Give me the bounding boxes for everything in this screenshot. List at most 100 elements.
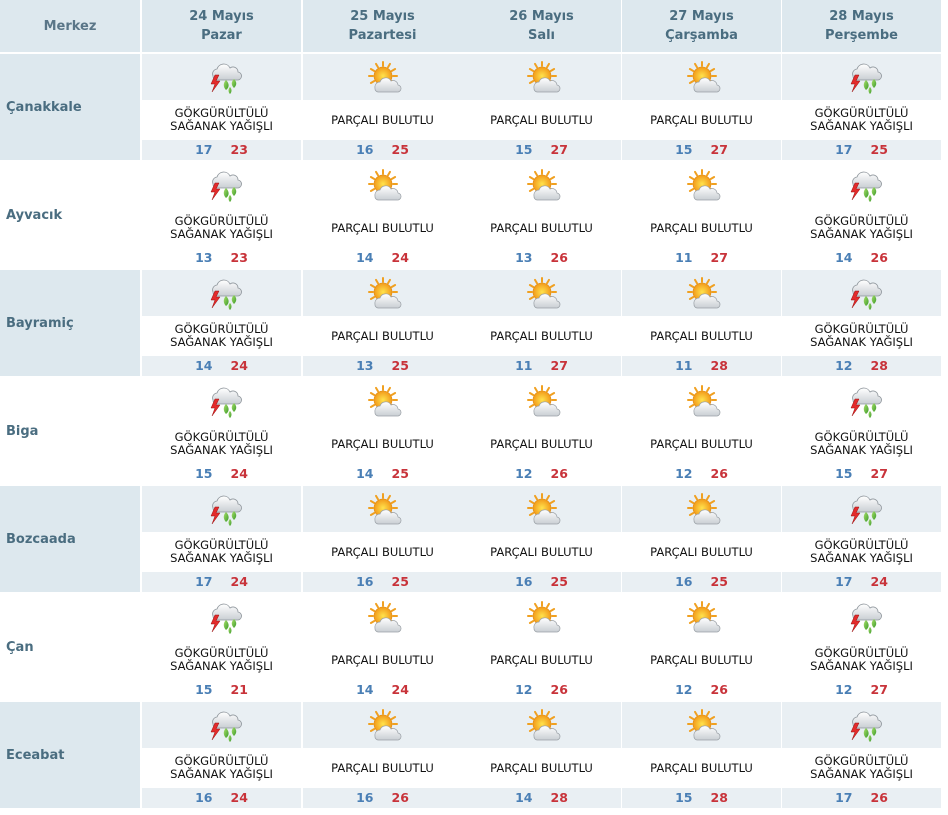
temperature-range: 12 26 <box>462 462 621 484</box>
condition-line: PARÇALI BULUTLU <box>331 652 434 667</box>
temperature-range: 16 25 <box>622 570 781 592</box>
temperature-range: 15 27 <box>782 462 941 484</box>
max-temp: 26 <box>391 789 409 805</box>
thunder-rain-icon <box>844 168 884 204</box>
thunder-rain-icon <box>844 60 884 96</box>
day-weekday: Pazar <box>201 28 242 43</box>
condition-line: GÖKGÜRÜLTÜLÜ <box>814 430 909 444</box>
condition-line: GÖKGÜRÜLTÜLÜ <box>814 538 909 552</box>
max-temp: 23 <box>230 141 248 157</box>
day-weekday: Salı <box>527 28 556 43</box>
temperature-range: 17 23 <box>142 138 301 160</box>
condition-text: PARÇALI BULUTLU <box>462 424 621 464</box>
min-temp: 15 <box>195 681 213 697</box>
condition-text: PARÇALI BULUTLU <box>622 640 781 680</box>
forecast-cell: PARÇALI BULUTLU 12 26 <box>622 378 781 484</box>
min-temp: 15 <box>675 141 693 157</box>
condition-text: GÖKGÜRÜLTÜLÜ SAĞANAK YAĞIŞLI <box>782 100 941 140</box>
city-cell[interactable]: Çanakkale <box>0 54 140 160</box>
max-temp: 25 <box>391 573 409 589</box>
condition-text: GÖKGÜRÜLTÜLÜ SAĞANAK YAĞIŞLI <box>142 316 301 356</box>
condition-text: PARÇALI BULUTLU <box>303 316 462 356</box>
day-header: 28 Mayıs Perşembe <box>782 0 941 52</box>
forecast-cell: PARÇALI BULUTLU 13 26 <box>462 162 621 268</box>
temperature-range: 16 25 <box>303 138 462 160</box>
temperature-range: 17 24 <box>782 570 941 592</box>
max-temp: 21 <box>230 681 248 697</box>
thunder-rain-icon <box>204 492 244 528</box>
condition-line: PARÇALI BULUTLU <box>490 760 593 775</box>
condition-line: SAĞANAK YAĞIŞLI <box>810 119 913 133</box>
forecast-cell: PARÇALI BULUTLU 16 25 <box>462 486 621 592</box>
temperature-range: 14 28 <box>462 786 621 808</box>
temperature-range: 17 26 <box>782 786 941 808</box>
min-temp: 14 <box>835 249 853 265</box>
forecast-cell: GÖKGÜRÜLTÜLÜ SAĞANAK YAĞIŞLI 15 21 <box>142 594 301 700</box>
day-header: 27 Mayıs Çarşamba <box>622 0 781 52</box>
city-cell[interactable]: Ayvacık <box>0 162 140 268</box>
forecast-cell: PARÇALI BULUTLU 12 26 <box>462 378 621 484</box>
city-cell[interactable]: Çan <box>0 594 140 700</box>
city-name: Biga <box>6 423 39 439</box>
temp-band <box>782 354 941 376</box>
condition-text: GÖKGÜRÜLTÜLÜ SAĞANAK YAĞIŞLI <box>142 100 301 140</box>
condition-text: PARÇALI BULUTLU <box>622 748 781 788</box>
max-temp: 26 <box>870 789 888 805</box>
forecast-cell: PARÇALI BULUTLU 13 25 <box>303 270 462 376</box>
min-temp: 13 <box>515 249 533 265</box>
temp-band <box>622 570 781 592</box>
city-cell[interactable]: Bayramiç <box>0 270 140 376</box>
condition-text: PARÇALI BULUTLU <box>462 208 621 248</box>
thunder-rain-icon <box>844 600 884 636</box>
temp-band <box>142 354 301 376</box>
min-temp: 16 <box>356 573 374 589</box>
max-temp: 25 <box>391 141 409 157</box>
forecast-cell: PARÇALI BULUTLU 14 25 <box>303 378 462 484</box>
thunder-rain-icon <box>204 600 244 636</box>
city-cell[interactable]: Biga <box>0 378 140 484</box>
forecast-cell: PARÇALI BULUTLU 14 24 <box>303 162 462 268</box>
condition-line: SAĞANAK YAĞIŞLI <box>810 227 913 241</box>
forecast-cell: PARÇALI BULUTLU 15 27 <box>462 54 621 160</box>
temp-band <box>142 246 301 268</box>
condition-text: PARÇALI BULUTLU <box>462 100 621 140</box>
temperature-range: 11 27 <box>462 354 621 376</box>
condition-text: PARÇALI BULUTLU <box>622 532 781 572</box>
max-temp: 25 <box>391 357 409 373</box>
condition-text: PARÇALI BULUTLU <box>462 748 621 788</box>
city-cell[interactable]: Bozcaada <box>0 486 140 592</box>
min-temp: 15 <box>675 789 693 805</box>
city-cell[interactable]: Eceabat <box>0 702 140 808</box>
thunder-rain-icon <box>844 708 884 744</box>
temperature-range: 16 24 <box>142 786 301 808</box>
temperature-range: 12 26 <box>622 462 781 484</box>
min-temp: 12 <box>835 357 853 373</box>
forecast-cell: GÖKGÜRÜLTÜLÜ SAĞANAK YAĞIŞLI 17 25 <box>782 54 941 160</box>
partly-cloudy-icon <box>365 60 405 96</box>
max-temp: 25 <box>870 141 888 157</box>
forecast-cell: PARÇALI BULUTLU 14 28 <box>462 702 621 808</box>
temperature-range: 16 26 <box>303 786 462 808</box>
condition-line: GÖKGÜRÜLTÜLÜ <box>814 106 909 120</box>
forecast-cell: GÖKGÜRÜLTÜLÜ SAĞANAK YAĞIŞLI 17 24 <box>142 486 301 592</box>
condition-line: SAĞANAK YAĞIŞLI <box>810 443 913 457</box>
city-name: Ayvacık <box>6 207 63 223</box>
min-temp: 12 <box>675 681 693 697</box>
max-temp: 27 <box>870 465 888 481</box>
temp-band <box>462 786 621 808</box>
forecast-cell: GÖKGÜRÜLTÜLÜ SAĞANAK YAĞIŞLI 13 23 <box>142 162 301 268</box>
temp-band <box>462 138 621 160</box>
temp-band <box>462 354 621 376</box>
temperature-range: 15 28 <box>622 786 781 808</box>
temperature-range: 14 26 <box>782 246 941 268</box>
temperature-range: 17 24 <box>142 570 301 592</box>
condition-line: SAĞANAK YAĞIŞLI <box>170 335 273 349</box>
forecast-cell: PARÇALI BULUTLU 15 27 <box>622 54 781 160</box>
condition-line: SAĞANAK YAĞIŞLI <box>170 551 273 565</box>
partly-cloudy-icon <box>365 492 405 528</box>
partly-cloudy-icon <box>524 600 564 636</box>
temp-band <box>622 246 781 268</box>
city-name: Bayramiç <box>6 315 74 331</box>
day-date: 27 Mayıs <box>669 9 734 24</box>
max-temp: 26 <box>870 249 888 265</box>
